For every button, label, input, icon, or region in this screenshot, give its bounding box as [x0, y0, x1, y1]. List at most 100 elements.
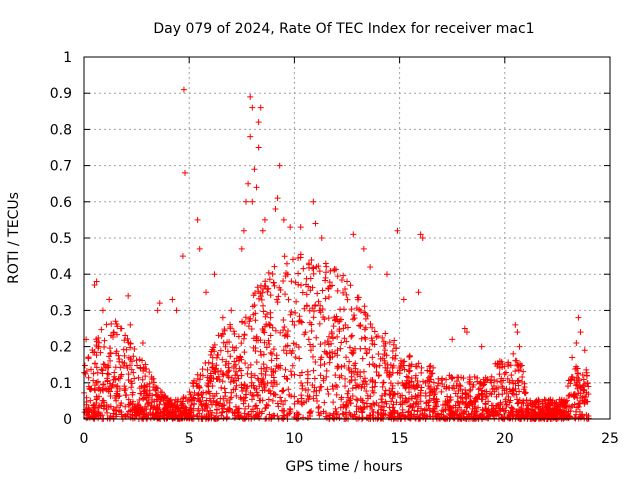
- data-point: [423, 413, 430, 420]
- data-point: [345, 387, 352, 394]
- data-point: [334, 273, 341, 280]
- data-point: [289, 362, 296, 369]
- data-point: [363, 387, 370, 394]
- data-point: [270, 279, 277, 286]
- data-point: [391, 337, 398, 344]
- data-point: [298, 319, 305, 326]
- data-point: [574, 404, 581, 411]
- data-point: [204, 366, 211, 373]
- data-point: [90, 377, 97, 384]
- data-point: [149, 392, 156, 399]
- data-point: [367, 393, 374, 400]
- data-point: [206, 375, 213, 382]
- data-point: [568, 391, 575, 398]
- data-point: [430, 395, 437, 402]
- data-point: [478, 343, 485, 350]
- data-point: [455, 387, 462, 394]
- data-point: [324, 386, 331, 393]
- data-point: [332, 316, 339, 323]
- data-point: [282, 273, 289, 280]
- data-point: [349, 393, 356, 400]
- data-point: [564, 383, 571, 390]
- data-point: [152, 391, 159, 398]
- data-point: [224, 348, 231, 355]
- data-point: [243, 198, 250, 205]
- data-point: [335, 363, 342, 370]
- data-point: [419, 235, 426, 241]
- data-point: [582, 394, 589, 401]
- data-point: [338, 339, 345, 346]
- data-point: [230, 328, 237, 335]
- data-point: [375, 372, 382, 379]
- data-point: [386, 412, 393, 419]
- data-point: [127, 321, 134, 328]
- data-point: [141, 383, 148, 390]
- data-point: [247, 389, 254, 396]
- data-point: [499, 415, 506, 422]
- data-point: [393, 399, 400, 406]
- data-point: [237, 354, 244, 361]
- data-point: [382, 390, 389, 397]
- data-point: [191, 389, 198, 396]
- data-point: [199, 372, 206, 379]
- data-point: [492, 408, 499, 415]
- data-point: [547, 396, 554, 403]
- data-point: [169, 296, 176, 303]
- data-point: [403, 383, 410, 390]
- data-point: [298, 392, 305, 399]
- data-point: [352, 365, 359, 372]
- data-point: [361, 303, 368, 310]
- data-point: [183, 411, 190, 418]
- data-point: [281, 253, 288, 260]
- data-point: [383, 400, 390, 407]
- data-point: [274, 195, 281, 202]
- data-point: [280, 317, 287, 324]
- data-point: [415, 289, 422, 296]
- data-point: [555, 407, 562, 414]
- data-point: [286, 347, 293, 354]
- data-point: [215, 332, 222, 339]
- data-point: [129, 398, 136, 405]
- data-point: [182, 407, 189, 414]
- data-point: [295, 415, 302, 422]
- data-point: [253, 402, 260, 409]
- data-point: [287, 368, 294, 375]
- data-point: [254, 284, 261, 291]
- data-point: [489, 411, 496, 418]
- data-point: [572, 414, 579, 421]
- data-point: [451, 410, 458, 417]
- data-point: [329, 282, 336, 289]
- data-point: [428, 388, 435, 395]
- data-point: [318, 354, 325, 361]
- data-point: [86, 409, 93, 416]
- data-point: [255, 295, 262, 302]
- data-point: [250, 292, 257, 299]
- data-point: [283, 260, 290, 267]
- data-point: [399, 392, 406, 399]
- data-point: [373, 333, 380, 340]
- data-point: [258, 296, 265, 303]
- data-point: [386, 369, 393, 376]
- data-point: [116, 375, 123, 382]
- data-point: [324, 338, 331, 345]
- data-point: [458, 406, 465, 413]
- data-point: [390, 401, 397, 408]
- data-point: [383, 352, 390, 359]
- data-point: [330, 385, 337, 392]
- data-point: [114, 331, 121, 338]
- data-point: [209, 346, 216, 353]
- data-point: [156, 401, 163, 408]
- data-point: [220, 371, 227, 378]
- data-point: [308, 408, 315, 415]
- data-point: [308, 321, 315, 328]
- data-point: [245, 364, 252, 371]
- data-point: [563, 415, 570, 422]
- data-point: [338, 372, 345, 379]
- data-point: [336, 328, 343, 335]
- data-point: [291, 393, 298, 400]
- plot-frame: [83, 56, 611, 420]
- data-point: [244, 383, 251, 390]
- data-point: [575, 314, 582, 321]
- data-point: [338, 276, 345, 283]
- data-point: [378, 396, 385, 403]
